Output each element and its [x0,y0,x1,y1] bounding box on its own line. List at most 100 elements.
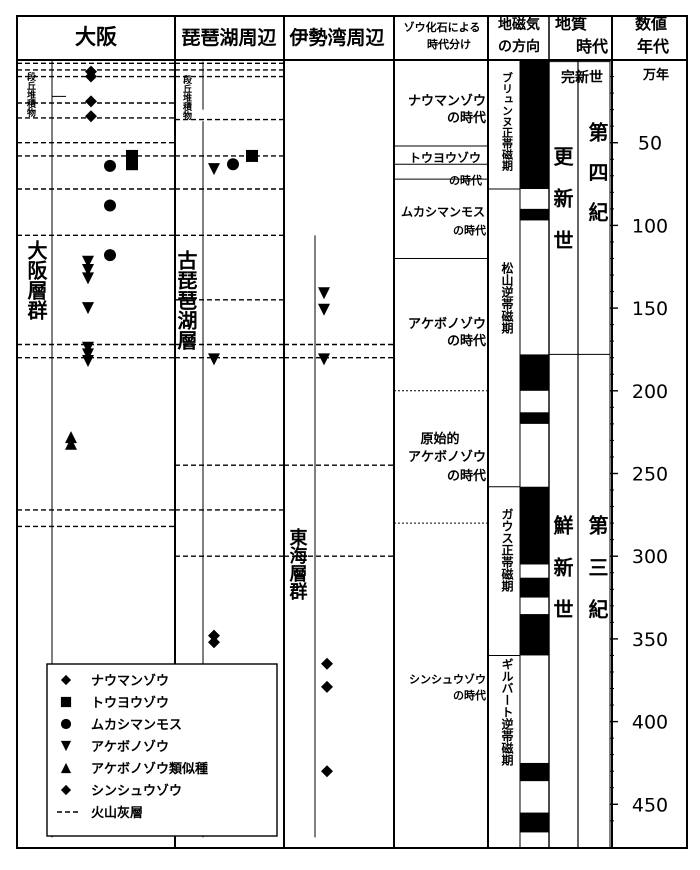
label-osaka-group: 大阪層群 [24,240,48,320]
normal-polarity-bar [520,412,549,424]
fossil-mukashi-marker [104,199,116,212]
legend-mukashi-symbol [60,718,72,730]
normal-polarity-bar [520,762,549,782]
fossil-akebono-marker [82,348,94,361]
label-biwa-terrace: 段丘堆積物 [181,74,193,121]
chron-matuyama: 松山逆帯磁期 [500,261,514,335]
fossil-touyou-marker [126,158,138,171]
era-naumann-2: の時代 [447,110,486,126]
normal-polarity-bar [520,577,549,598]
era-lines [394,145,488,524]
chron-gauss: ガウス正帯磁期 [500,508,514,593]
legend-box [46,663,278,837]
header-zou-2: 時代分け [427,37,471,51]
fossil-mukashi-marker [104,249,116,262]
legend-label: ナウマンゾウ [91,673,169,689]
label-kobiwako: 古琵琶湖層 [174,249,198,351]
fossil-akebono-marker [208,353,220,366]
outer-frame [16,15,688,849]
fossil-touyou-marker [246,149,258,162]
legend-label: トウヨウゾウ [91,695,169,711]
era-labels: ナウマンゾウ の時代 トウヨウゾウ の時代 ムカシマンモス の時代 アケボノゾウ… [401,93,486,702]
label-tokai: 東海層群 [287,527,308,601]
header-geo-1: 地質 [555,14,587,33]
age-tick-label: 150 [632,298,668,320]
chron-gilbert: ギルバート逆帯磁期 [500,658,514,767]
legend-akebono_like-symbol [60,762,72,774]
fossil-naumann-marker [85,110,97,123]
label-holocene: 完新世 [561,69,603,86]
fossil-akebono-marker [318,287,330,300]
normal-polarity-bar [520,60,549,190]
header-ise: 伊勢湾周辺 [288,26,384,49]
header-geo-2: 時代 [576,37,608,56]
era-shinshu-2: の時代 [453,688,486,702]
age-tick-label: 350 [632,629,668,651]
fossil-shinshu-marker [321,657,333,670]
label-pliocene: 鮮新世 [550,514,574,641]
normal-polarity-bar [520,614,549,656]
age-ticks: 50 100 150 200 250 300 350 400 450 [610,76,668,822]
era-touyou-1: トウヨウゾウ [409,150,481,165]
fossil-akebono-marker [82,255,94,268]
normal-polarity-bar [520,812,549,833]
header-osaka: 大阪 [75,25,118,49]
grid-lines [16,15,688,849]
legend-touyou-symbol [60,696,72,708]
age-tick-label: 400 [632,712,668,734]
era-akebono-2: の時代 [447,333,486,349]
legend-label: 火山灰層 [91,805,143,821]
fossil-akebono-marker [208,163,220,176]
fossil-markers [65,65,333,778]
ash-lines [17,62,394,557]
fossil-akebono_like-marker [65,437,77,450]
age-tick-label: 100 [632,215,668,237]
fossil-mukashi-marker [104,159,116,172]
normal-polarity-bar [520,208,549,221]
fossil-mukashi-marker [227,158,239,171]
header-mag-1: 地磁気 [498,16,540,33]
fossil-akebono-marker [82,341,94,354]
era-mukashi-2: の時代 [453,223,486,237]
header-num-1: 数値 [635,14,667,33]
header-num-2: 年代 [637,37,669,56]
fossil-akebono-marker [82,272,94,285]
label-pleistocene: 更新世 [550,146,574,272]
era-akebono-1: アケボノゾウ [408,316,486,332]
age-tick-label: 300 [632,546,668,568]
label-tertiary: 第三紀 [585,514,609,641]
legend-label: ムカシマンモス [91,718,182,733]
axis-unit: 万年 [642,67,669,83]
era-gen-1: 原始的 [420,431,459,447]
fossil-shinshu-marker [208,629,220,642]
magnetic-column [520,60,549,833]
legend-label: アケボノゾウ類似種 [91,761,208,777]
fossil-shinshu-marker [321,680,333,693]
age-tick-label: 200 [632,381,668,403]
fossil-akebono_like-marker [65,431,77,444]
era-shinshu-1: シンシュウゾウ [409,672,486,686]
fossil-shinshu-marker [208,636,220,649]
header-zou-1: ゾウ化石による [404,20,481,34]
fossil-naumann-marker [85,95,97,108]
fossil-shinshu-marker [321,765,333,778]
fossil-akebono-marker [82,302,94,315]
fossil-akebono-marker [82,264,94,277]
era-gen-3: の時代 [447,468,486,484]
chron-brunhes: ブリュンヌ正帯磁期 [501,71,514,172]
era-gen-2: アケボノゾウ [408,449,486,465]
era-naumann-1: ナウマンゾウ [408,93,486,109]
normal-polarity-bar [520,486,549,565]
header-biwa: 琵琶湖周辺 [181,27,276,49]
normal-polarity-bar [520,354,549,391]
legend: ナウマンゾウトウヨウゾウムカシマンモスアケボノゾウアケボノゾウ類似種シンシュウゾ… [46,663,278,837]
legend-label: アケボノゾウ [91,739,169,755]
header-mag-2: の方向 [498,38,540,55]
era-mukashi-1: ムカシマンモス [401,205,485,219]
age-tick-label: 50 [638,133,662,155]
label-quaternary: 第四紀 [585,121,609,242]
fossil-akebono-marker [82,355,94,368]
label-osaka-terrace: 段丘堆積物 [25,71,37,118]
fossil-naumann-marker [85,70,97,83]
